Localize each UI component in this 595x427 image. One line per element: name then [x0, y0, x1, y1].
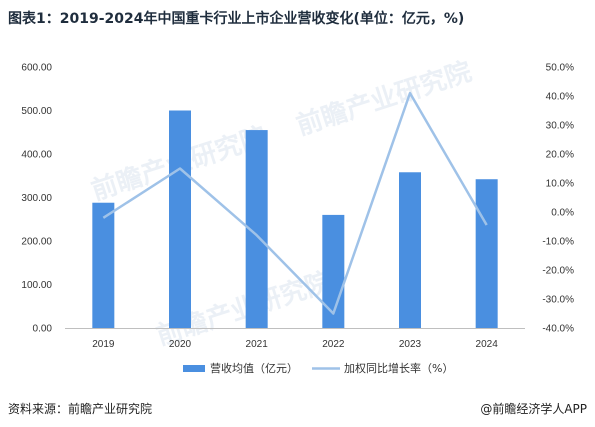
y-right-tick-label: 50.0%	[546, 63, 574, 74]
x-tick-label: 2020	[169, 339, 192, 350]
brand-credit: @前瞻经济学人APP	[480, 402, 587, 416]
y-left-tick-label: 100.00	[21, 280, 52, 291]
y-right-tick-label: -10.0%	[542, 237, 574, 248]
y-right-tick-label: 40.0%	[546, 92, 574, 103]
y-left-tick-label: 600.00	[21, 63, 52, 74]
bar-2019	[92, 202, 115, 328]
y-right-tick-label: -30.0%	[542, 295, 574, 306]
x-tick-label: 2023	[399, 339, 422, 350]
bar-2021	[245, 130, 268, 328]
growth-rate-line	[102, 91, 488, 315]
watermark-text: 前瞻产业研究院	[293, 56, 476, 142]
y-left-tick-label: 400.00	[21, 150, 52, 161]
y-right-tick-label: 10.0%	[546, 179, 574, 190]
bar-2024	[475, 179, 498, 328]
chart-title: 图表1：2019-2024年中国重卡行业上市企业营收变化(单位：亿元，%)	[8, 11, 465, 27]
y-right-tick-label: 20.0%	[546, 150, 574, 161]
x-tick-label: 2019	[92, 339, 115, 350]
x-tick-label: 2021	[246, 339, 269, 350]
legend-bar-swatch	[183, 365, 205, 372]
y-left-tick-label: 500.00	[21, 106, 52, 117]
legend-line-label: 加权同比增长率（%）	[344, 361, 453, 375]
y-right-tick-label: -40.0%	[542, 324, 574, 335]
x-tick-label: 2022	[322, 339, 345, 350]
bar-2023	[399, 172, 421, 328]
y-left-tick-label: 300.00	[21, 193, 52, 204]
legend-bar-label: 营收均值（亿元）	[210, 361, 298, 375]
y-right-tick-label: 0.0%	[551, 208, 574, 219]
y-right-tick-label: -20.0%	[542, 266, 574, 277]
y-left-tick-label: 0.00	[33, 324, 53, 335]
y-right-tick-label: 30.0%	[546, 121, 574, 132]
x-tick-label: 2024	[476, 339, 499, 350]
bar-2020	[169, 110, 191, 328]
source-note: 资料来源：前瞻产业研究院	[8, 402, 153, 416]
y-left-tick-label: 200.00	[21, 237, 52, 248]
